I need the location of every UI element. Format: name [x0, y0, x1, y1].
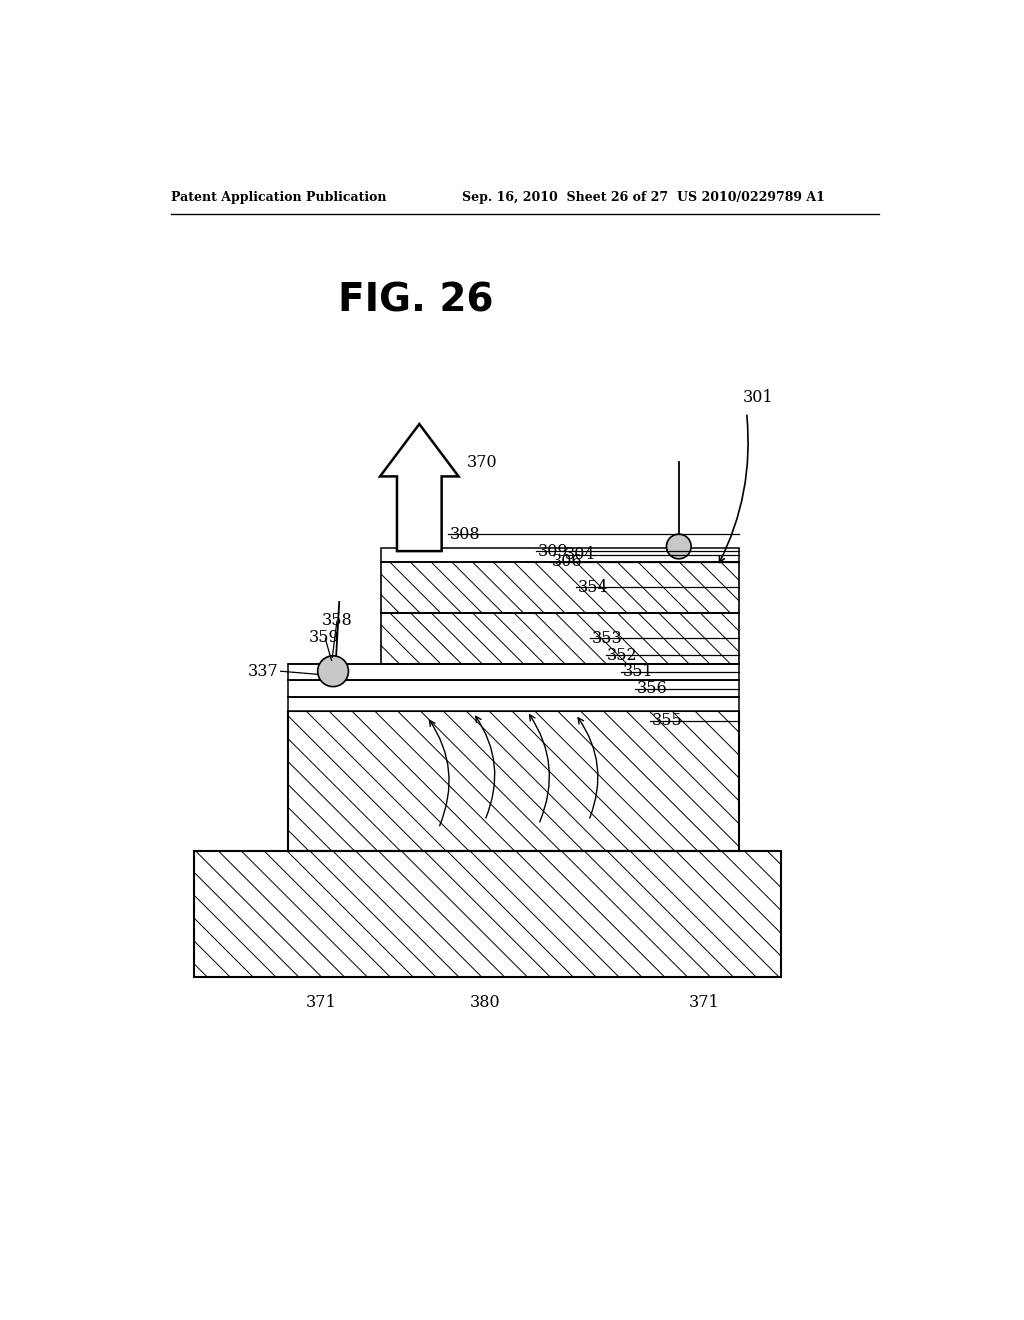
Bar [381, 548, 739, 562]
Text: 352: 352 [607, 647, 638, 664]
Text: 370: 370 [467, 454, 498, 471]
Bar [381, 612, 739, 664]
Text: US 2010/0229789 A1: US 2010/0229789 A1 [677, 190, 825, 203]
Text: 380: 380 [469, 994, 500, 1011]
Bar [381, 562, 739, 612]
Bar [289, 697, 739, 711]
Text: 337: 337 [248, 663, 279, 680]
Text: 308: 308 [450, 525, 480, 543]
Bar [289, 664, 739, 681]
Circle shape [667, 535, 691, 558]
Bar [194, 851, 781, 977]
FancyArrow shape [380, 424, 459, 552]
Text: 309: 309 [538, 543, 568, 560]
Circle shape [317, 656, 348, 686]
Text: 351: 351 [623, 664, 653, 681]
Text: 353: 353 [592, 630, 623, 647]
Text: 354: 354 [578, 578, 608, 595]
Text: 358: 358 [322, 612, 352, 628]
Bar [381, 562, 739, 612]
Text: FIG. 26: FIG. 26 [339, 281, 494, 319]
Text: 359: 359 [309, 628, 340, 645]
Text: 371: 371 [689, 994, 720, 1011]
Text: 356: 356 [637, 680, 668, 697]
Bar [289, 711, 739, 851]
Text: 355: 355 [652, 711, 683, 729]
Text: 301: 301 [742, 388, 773, 405]
Bar [194, 851, 781, 977]
Text: Patent Application Publication: Patent Application Publication [171, 190, 386, 203]
Text: 304: 304 [565, 546, 595, 564]
Text: Sep. 16, 2010  Sheet 26 of 27: Sep. 16, 2010 Sheet 26 of 27 [462, 190, 668, 203]
Bar [289, 711, 739, 851]
Bar [289, 681, 739, 697]
Text: 306: 306 [552, 553, 583, 570]
Text: 371: 371 [306, 994, 337, 1011]
Bar [381, 612, 739, 664]
